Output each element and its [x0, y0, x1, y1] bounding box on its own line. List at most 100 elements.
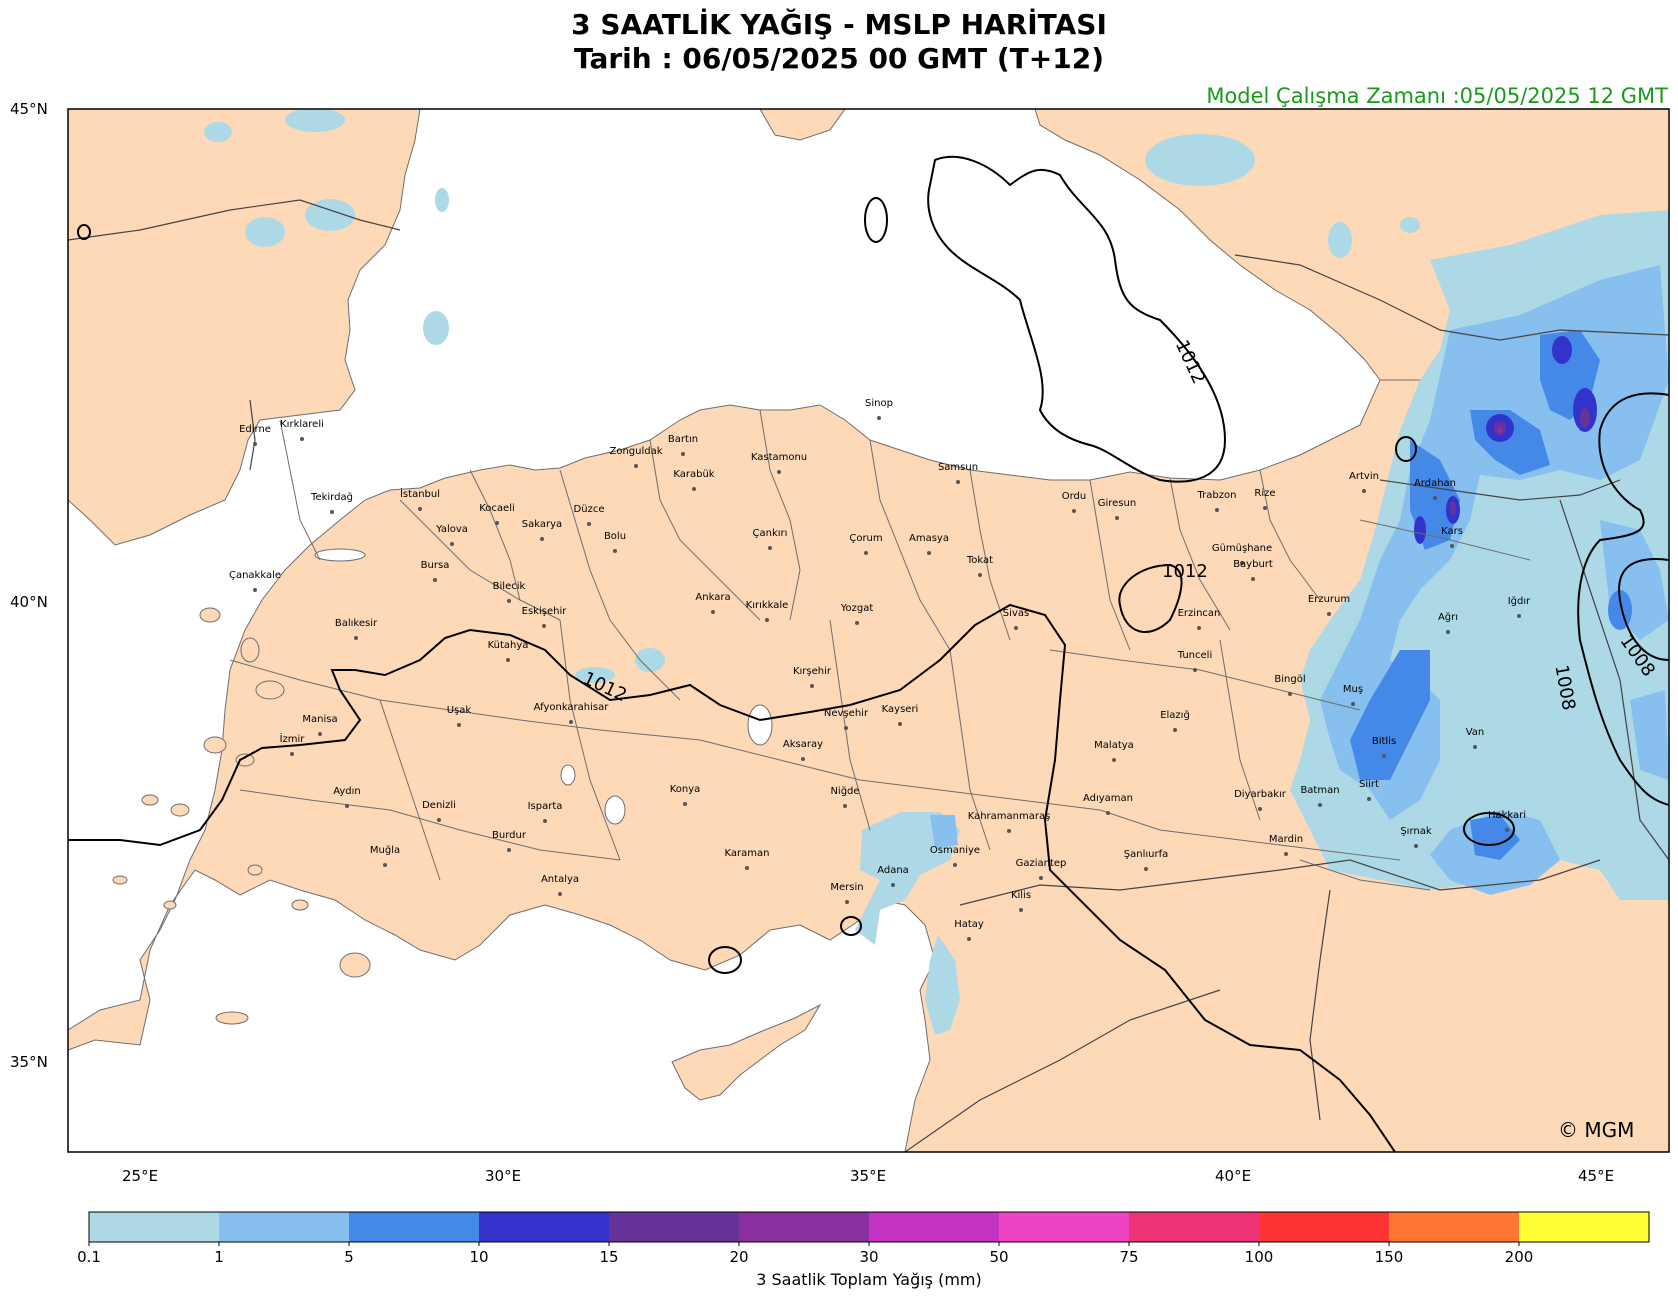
lon-label-30: 30°E [485, 1167, 521, 1185]
city-dot [613, 549, 617, 553]
city-label: Tekirdağ [310, 491, 353, 503]
city-label: Artvin [1349, 471, 1379, 482]
city-dot [1251, 577, 1255, 581]
city-dot [1473, 745, 1477, 749]
city-dot [540, 537, 544, 541]
city-dot [953, 863, 957, 867]
city-label: Samsun [938, 462, 978, 473]
lat-label-35: 35°N [10, 1053, 48, 1071]
colorbar-segment [1129, 1212, 1259, 1242]
city-dot [777, 470, 781, 474]
city-dot [1014, 626, 1018, 630]
city-dot [345, 804, 349, 808]
city-dot [1288, 692, 1292, 696]
colorbar: 0.1 1 5 10 15 20 30 50 75 100 150 200 [77, 1211, 1650, 1266]
city-dot [891, 883, 895, 887]
city-label: Kars [1441, 526, 1463, 537]
colorbar-tick-label: 20 [729, 1248, 748, 1266]
city-label: Kırklareli [280, 419, 324, 430]
lat-label-45: 45°N [10, 100, 48, 118]
city-dot [1318, 803, 1322, 807]
colorbar-segment [609, 1212, 739, 1242]
city-label: Van [1466, 727, 1485, 738]
colorbar-tick-label: 200 [1505, 1248, 1534, 1266]
colorbar-tick-label: 30 [859, 1248, 878, 1266]
city-label: Elazığ [1160, 709, 1190, 721]
city-label: Aydın [333, 786, 361, 797]
city-label: Erzurum [1308, 594, 1350, 605]
city-label: Düzce [574, 504, 605, 515]
city-dot [681, 452, 685, 456]
city-label: Mardin [1269, 834, 1303, 845]
city-dot [558, 892, 562, 896]
city-dot [1039, 876, 1043, 880]
colorbar-title: 3 Saatlik Toplam Yağış (mm) [756, 1270, 982, 1289]
colorbar-segment [349, 1212, 479, 1242]
city-dot [1173, 728, 1177, 732]
city-dot [843, 804, 847, 808]
city-dot [1193, 668, 1197, 672]
city-dot [569, 720, 573, 724]
city-label: Ankara [695, 592, 730, 603]
colorbar-segment [479, 1212, 609, 1242]
city-dot [418, 507, 422, 511]
colorbar-segment [1389, 1212, 1519, 1242]
lat-label-40: 40°N [10, 593, 48, 611]
colorbar-tick-label: 5 [344, 1248, 354, 1266]
city-dot [967, 937, 971, 941]
city-dot [1112, 758, 1116, 762]
colorbar-segment [999, 1212, 1129, 1242]
city-label: Antalya [541, 874, 579, 885]
city-dot [855, 621, 859, 625]
city-dot [1258, 807, 1262, 811]
precipitation-field [204, 109, 1669, 1035]
city-label: Tunceli [1177, 650, 1212, 661]
city-dot [1284, 852, 1288, 856]
city-label: Denizli [422, 800, 456, 811]
city-dot [1106, 811, 1110, 815]
city-dot [927, 551, 931, 555]
city-label: Adana [877, 865, 909, 876]
city-dot [683, 802, 687, 806]
city-label: Muğla [370, 844, 400, 856]
city-label: Kırıkkale [746, 600, 789, 611]
city-dot [507, 848, 511, 852]
isobars [68, 155, 1669, 1152]
city-label: İzmir [280, 732, 306, 745]
city-label: Rize [1254, 488, 1275, 499]
city-label: Karabük [673, 469, 714, 480]
map-title: 3 SAATLİK YAĞIŞ - MSLP HARİTASI [571, 8, 1107, 41]
city-label: Hakkari [1488, 810, 1526, 821]
colorbar-tick-label: 75 [1119, 1248, 1138, 1266]
city-dot [634, 464, 638, 468]
city-dot [1072, 509, 1076, 513]
city-dot [1115, 516, 1119, 520]
map-date: Tarih : 06/05/2025 00 GMT (T+12) [573, 42, 1104, 75]
city-label: Ağrı [1438, 611, 1458, 623]
city-label: Erzincan [1178, 608, 1221, 619]
city-dot [810, 684, 814, 688]
city-label: Kırşehir [793, 666, 832, 677]
city-dot [864, 551, 868, 555]
city-label: Siirt [1359, 779, 1379, 790]
city-dot [506, 658, 510, 662]
city-markers: Sinop Edirne Kırklareli Bartın Zonguldak Kast… [229, 398, 1531, 941]
city-label: Edirne [239, 424, 271, 435]
city-dot [1362, 489, 1366, 493]
city-label: Diyarbakır [1234, 789, 1287, 800]
city-dot [253, 442, 257, 446]
map-frame [67, 108, 1670, 1153]
model-run-time: Model Çalışma Zamanı :05/05/2025 12 GMT [1206, 84, 1668, 108]
city-label: Giresun [1098, 498, 1136, 509]
city-label: Manisa [302, 714, 337, 725]
colorbar-segment [1259, 1212, 1389, 1242]
lon-label-35: 35°E [850, 1167, 886, 1185]
city-dot [457, 723, 461, 727]
city-dot [1517, 614, 1521, 618]
city-dot [1446, 630, 1450, 634]
city-dot [898, 722, 902, 726]
city-dot [745, 866, 749, 870]
city-label: Bitlis [1372, 736, 1396, 747]
land-cyprus [671, 1003, 822, 1101]
